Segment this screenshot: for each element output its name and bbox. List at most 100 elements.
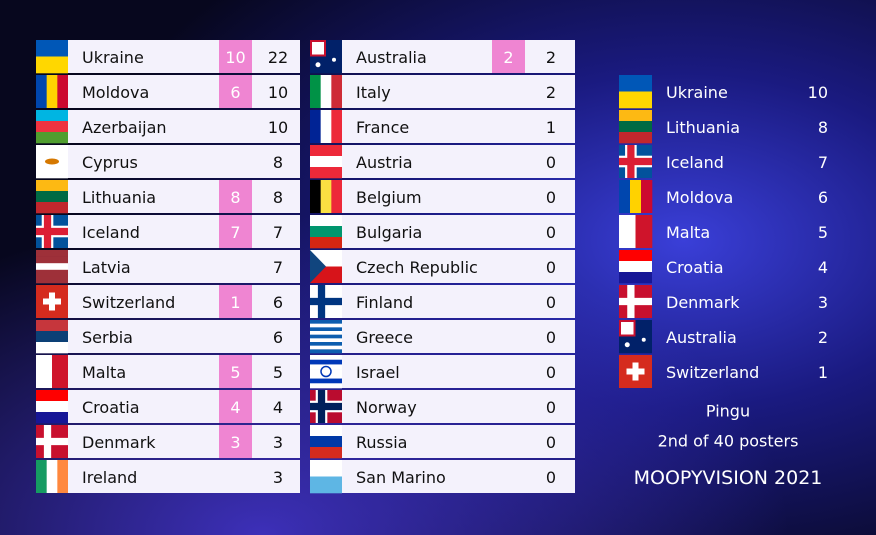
total-points: 3 [273,468,283,487]
flag [36,110,68,144]
points-given: 10 [225,48,245,67]
flag-stripe [310,167,342,179]
country-name: Russia [356,433,407,452]
points-badge [219,180,252,213]
ranking-points: 8 [818,118,828,137]
flag [310,110,343,143]
flag-stripe [310,460,342,477]
flag [36,215,68,248]
flag-star [315,62,321,68]
flag [36,75,69,108]
total-points: 8 [273,153,283,172]
flag-stripe [310,156,342,168]
total-points: 4 [273,398,283,417]
flag-stripe [36,412,68,424]
row-panel [68,285,300,318]
row-panel [68,355,300,388]
row-panel [68,460,300,493]
flag-stripe [641,180,653,213]
country-name: Italy [356,83,391,102]
total-points: 0 [546,433,556,452]
flag-stripe [331,75,343,108]
flag-stripe [310,75,321,108]
flag-stripe [36,320,68,332]
flag-stripe [320,180,332,213]
row-panel [342,145,575,178]
flag-canton [621,322,634,335]
flag-stripe [619,132,652,144]
flag-stripe [310,320,342,324]
country-name: Ukraine [82,48,144,67]
row-panel [68,40,300,73]
country-name: San Marino [356,468,446,487]
points-badge [219,425,252,458]
ranking-country: Moldova [666,188,733,207]
row-panel [68,75,300,108]
flag [619,285,652,318]
country-name: Malta [82,363,126,382]
ranking-country: Lithuania [666,118,740,137]
flag-stripe [310,476,342,494]
flag-stripe [630,180,642,213]
flag-cross [36,437,68,446]
country-name: Austria [356,153,413,172]
points-given: 3 [230,433,240,452]
flag [619,110,652,144]
flag-stripe [36,56,68,74]
row-panel [342,425,575,458]
total-points: 0 [546,258,556,277]
flag [619,145,652,178]
points-given: 4 [230,398,240,417]
country-name: Greece [356,328,413,347]
flag-stripe [310,323,342,328]
flag [619,180,653,213]
flag [36,40,68,74]
flag-stripe [310,355,342,361]
flag [310,390,342,423]
total-points: 2 [546,83,556,102]
flag-stripe [619,272,652,284]
flag-stripe [310,436,342,448]
total-points: 7 [273,223,283,242]
country-name: Cyprus [82,153,138,172]
flag-stripe [310,425,342,437]
flag-triangle [310,250,326,283]
flag-stripe [310,447,342,459]
total-points: 0 [546,293,556,312]
flag [310,460,342,494]
flag [36,250,68,284]
flag-cross [36,227,68,236]
country-name: Latvia [82,258,131,277]
flag-stripe [619,91,652,109]
flag-canton [312,42,324,55]
flag-stripe [36,355,53,388]
flag-stripe [57,460,69,493]
flag-stripe [36,40,68,57]
row-panel [342,390,575,423]
points-given: 8 [230,188,240,207]
flag [619,215,653,248]
total-points: 0 [546,153,556,172]
flag [619,320,652,354]
flag [36,180,68,214]
flag [310,145,342,179]
flag [310,320,342,354]
country-name: Ireland [82,468,137,487]
flag [36,145,68,179]
flag-stripe [310,327,342,332]
flag-stripe [310,345,342,350]
flag-stripe [36,250,68,257]
flag-stripe [310,180,321,213]
points-badge [492,40,525,73]
total-points: 10 [268,83,288,102]
flag-stripe [46,75,58,108]
total-points: 0 [546,398,556,417]
flag-stripe [310,359,342,365]
flag [619,250,652,284]
points-badge [219,390,252,423]
flag-stripe [310,338,342,343]
flag-cross [43,298,61,305]
row-panel [68,390,300,423]
ranking-points: 7 [818,153,828,172]
